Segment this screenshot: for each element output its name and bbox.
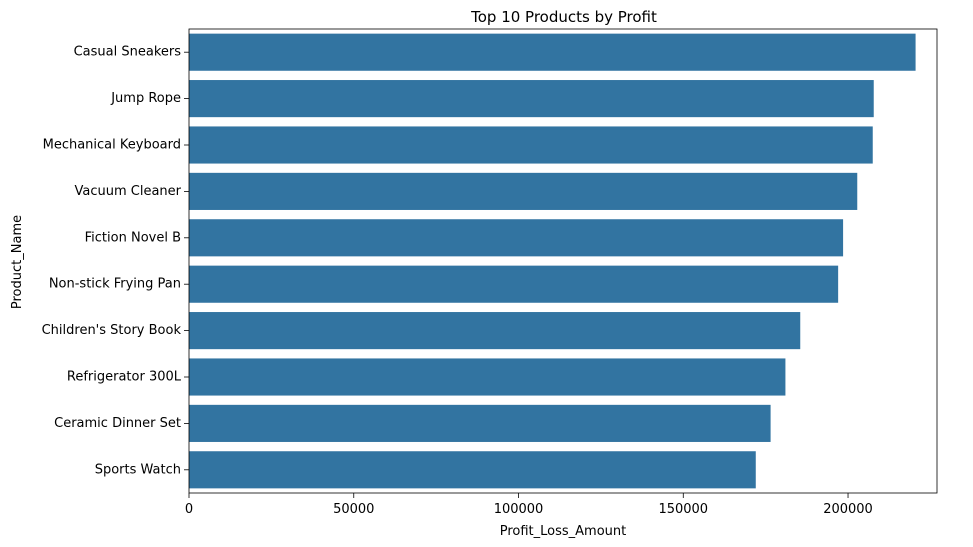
y-tick-label: Ceramic Dinner Set	[54, 416, 181, 431]
y-tick-label: Vacuum Cleaner	[74, 184, 181, 199]
bar	[189, 80, 874, 118]
bar	[189, 404, 771, 442]
x-tick-label: 150000	[658, 502, 708, 517]
y-tick-label: Mechanical Keyboard	[43, 138, 181, 153]
y-tick-label: Jump Rope	[110, 91, 181, 106]
x-tick-label: 50000	[333, 502, 374, 517]
x-tick-label: 200000	[823, 502, 873, 517]
y-tick-label: Fiction Novel B	[85, 230, 181, 245]
y-axis-ticks: Casual Sneakers Jump Rope Mechanical Keybo…	[42, 45, 189, 477]
bar	[189, 358, 786, 396]
bar	[189, 219, 844, 257]
y-axis-label: Product_Name	[10, 215, 25, 309]
bar	[189, 33, 916, 71]
y-tick-label: Non-stick Frying Pan	[49, 277, 181, 292]
y-tick-label: Sports Watch	[95, 462, 181, 477]
bar	[189, 172, 858, 210]
y-tick-label: Refrigerator 300L	[67, 370, 182, 385]
x-tick-label: 0	[185, 502, 193, 517]
bars-group	[189, 33, 916, 489]
x-tick-label: 100000	[494, 502, 544, 517]
plot-frame	[188, 28, 938, 494]
y-tick-label: Casual Sneakers	[74, 45, 182, 60]
bar	[189, 312, 801, 350]
x-axis-ticks: 0 50000 100000 150000 200000	[185, 493, 873, 517]
bar	[189, 451, 756, 489]
bar	[189, 126, 873, 164]
x-axis-label: Profit_Loss_Amount	[500, 524, 627, 539]
y-tick-label: Children's Story Book	[42, 323, 182, 338]
bar	[189, 265, 839, 303]
chart-title: Top 10 Products by Profit	[470, 8, 657, 26]
